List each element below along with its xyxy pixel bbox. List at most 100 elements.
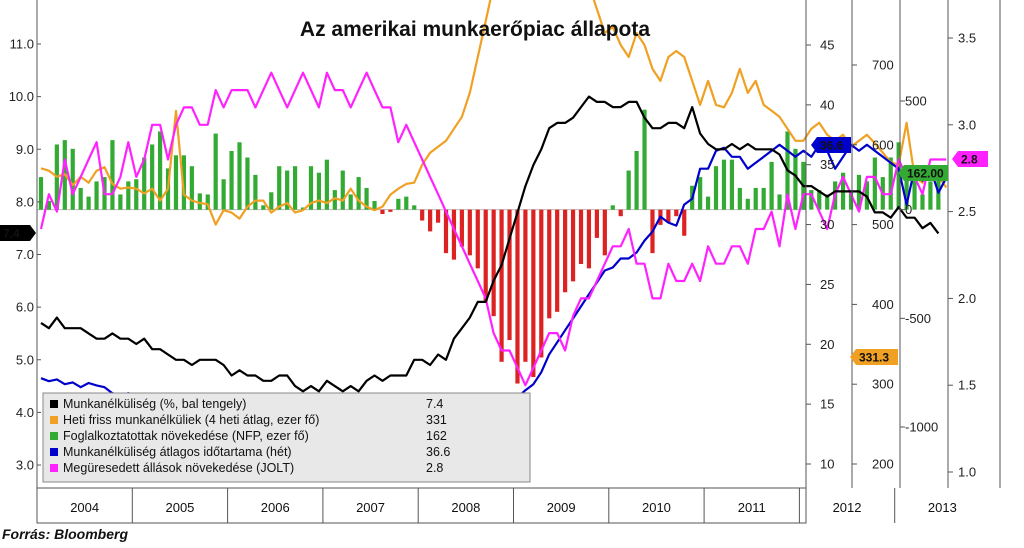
claims-tick-label: 30 <box>820 217 834 232</box>
nfp-bar <box>888 157 893 210</box>
nfp-bar <box>213 133 218 210</box>
nfp-bar <box>825 194 830 210</box>
nfp-bar <box>229 150 234 210</box>
nfp-bar <box>372 200 377 210</box>
jolts-badge <box>952 151 988 167</box>
claims-tick-label: 15 <box>820 397 834 412</box>
nfp-bar <box>912 166 917 210</box>
duration-tick-label: 400 <box>872 297 894 312</box>
nfp-bar <box>618 209 623 217</box>
nfp-bar <box>578 209 584 264</box>
claims-tick-label: 35 <box>820 157 834 172</box>
claims-badge <box>850 349 898 365</box>
nfp-bar <box>904 174 909 210</box>
legend-value: 7.4 <box>426 397 443 411</box>
legend-swatch <box>50 400 58 408</box>
nfp-bar <box>467 209 472 256</box>
nfp-bar <box>110 140 115 210</box>
legend-swatch <box>50 464 58 472</box>
nfp-bar <box>189 166 194 210</box>
nfp-bar <box>46 200 52 210</box>
unemployment-tick-label: 7.0 <box>16 247 34 262</box>
unemployment-tick-label: 9.0 <box>16 142 34 157</box>
nfp-bar <box>674 209 679 217</box>
nfp-bar <box>181 155 187 210</box>
duration-tick-label: 700 <box>872 58 894 73</box>
nfp-bar <box>515 209 520 384</box>
nfp-bar <box>570 209 576 282</box>
nfp-bar <box>396 198 401 210</box>
unemployment-badge-text: 7.4 <box>3 227 20 241</box>
nfp-bar <box>126 181 131 210</box>
nfp-bar <box>745 198 750 210</box>
duration-tick-label: 600 <box>872 137 894 152</box>
year-band <box>36 487 807 524</box>
nfp-badge-text: 162.00 <box>907 167 944 181</box>
nfp-bar <box>300 207 306 210</box>
nfp-bar <box>602 209 607 256</box>
nfp-bar <box>451 209 457 260</box>
unemployment-badge <box>0 225 36 241</box>
legend-swatch <box>50 416 58 424</box>
nfp-bar <box>777 194 782 210</box>
nfp-bar <box>269 192 274 210</box>
nfp-bar <box>205 194 210 210</box>
jolts-tick-label: 3.0 <box>958 117 976 132</box>
nfp-bar <box>896 142 901 210</box>
nfp-bar <box>340 170 345 210</box>
nfp-bar <box>324 159 329 210</box>
nfp-bar <box>197 193 202 210</box>
nfp-bar <box>682 209 687 236</box>
legend-swatch <box>50 448 58 456</box>
year-label: 2009 <box>547 500 576 515</box>
unemployment-tick-label: 11.0 <box>10 37 34 52</box>
duration-tick-label: 500 <box>872 217 894 232</box>
jolts-tick-label: 1.5 <box>958 378 976 393</box>
jolts-badge-text: 2.8 <box>961 153 978 167</box>
nfp-bar <box>356 177 361 210</box>
nfp-tick-label: -1000 <box>905 420 938 435</box>
nfp-bar <box>428 209 433 232</box>
nfp-bar <box>435 209 441 223</box>
legend-label: Megüresedett állások növekedése (JOLT) <box>63 461 294 475</box>
nfp-bar <box>285 170 290 210</box>
nfp-bar <box>134 179 139 210</box>
nfp-bar <box>173 155 179 210</box>
nfp-bar <box>94 181 99 210</box>
claims-series-line <box>40 0 948 226</box>
legend-value: 162 <box>426 429 447 443</box>
nfp-bar <box>388 209 393 212</box>
duration-badge <box>811 137 851 153</box>
claims-tick-label: 20 <box>820 337 834 352</box>
jolts-tick-label: 2.0 <box>958 291 976 306</box>
nfp-bar <box>475 209 480 269</box>
legend-swatch <box>50 432 58 440</box>
nfp-tick-label: -500 <box>905 311 931 326</box>
year-label: 2004 <box>70 500 99 515</box>
nfp-bar <box>729 159 734 210</box>
nfp-bar <box>563 209 568 293</box>
nfp-bar <box>817 190 822 210</box>
year-label: 2008 <box>451 500 480 515</box>
year-label: 2007 <box>356 500 385 515</box>
nfp-bar <box>221 179 226 210</box>
nfp-bar <box>920 194 925 210</box>
unemployment-series-line <box>40 95 940 393</box>
nfp-bar <box>459 209 464 247</box>
nfp-bar <box>404 196 409 210</box>
nfp-bar <box>698 177 703 210</box>
nfp-bar <box>483 209 488 301</box>
legend-value: 36.6 <box>426 445 450 459</box>
nfp-bar <box>737 187 742 210</box>
nfp-bar <box>332 190 337 210</box>
claims-tick-label: 25 <box>820 277 834 292</box>
nfp-bar <box>586 209 592 269</box>
claims-tick-label: 45 <box>820 38 834 53</box>
nfp-bar <box>443 209 449 254</box>
nfp-bar <box>293 166 298 210</box>
legend-label: Heti friss munkanélküliek (4 heti átlag,… <box>63 413 319 427</box>
jolts-tick-label: 1.0 <box>958 465 976 480</box>
nfp-bar <box>610 205 615 210</box>
nfp-bar <box>150 144 155 210</box>
